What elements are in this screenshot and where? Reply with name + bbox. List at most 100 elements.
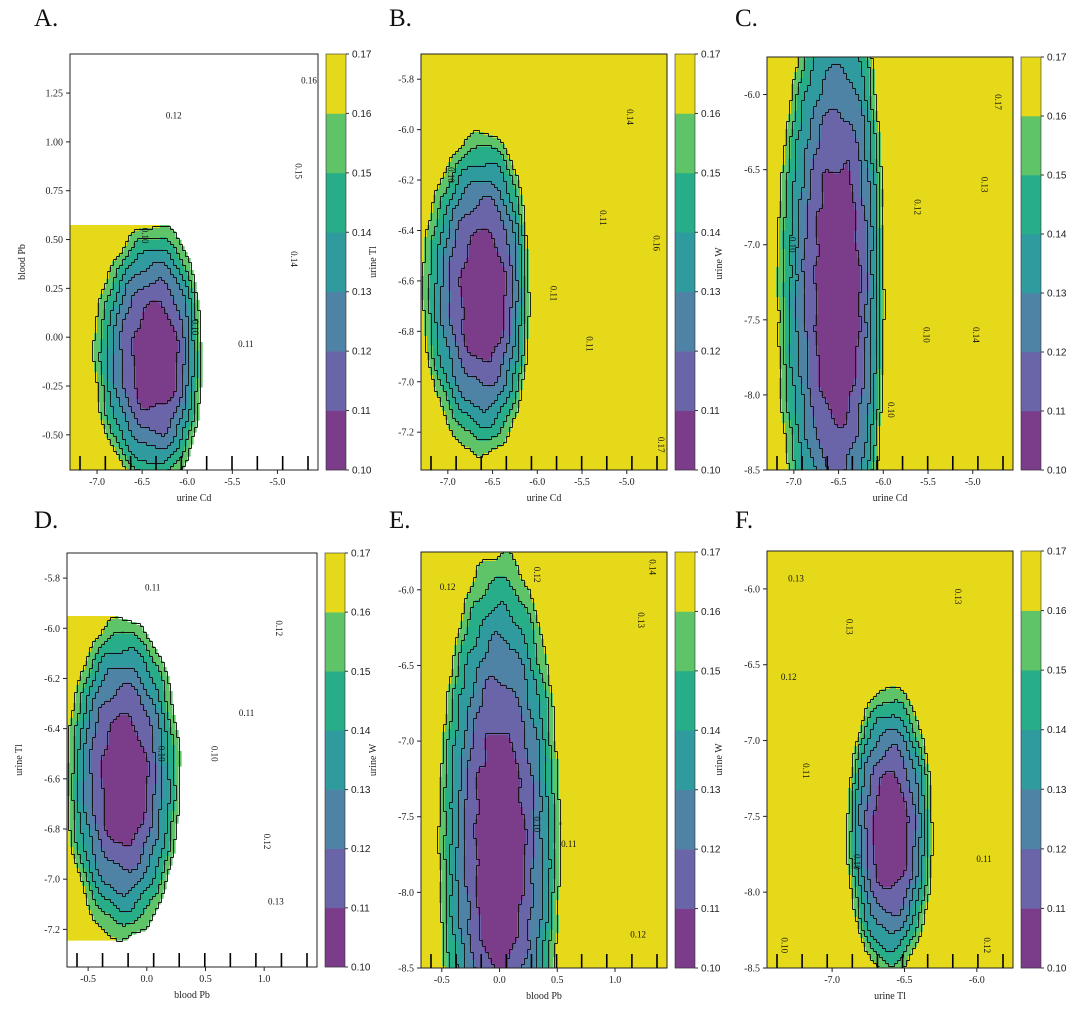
contour-cell — [472, 606, 497, 610]
contour-cell — [517, 189, 521, 193]
contour-cell — [163, 679, 170, 683]
contour-cell — [493, 198, 503, 202]
contour-cell — [124, 270, 143, 274]
contour-cell — [193, 387, 197, 391]
contour-cell — [520, 573, 667, 577]
contour-label: 0.11 — [549, 286, 559, 301]
contour-cell — [535, 609, 667, 613]
contour-cell — [448, 381, 458, 385]
contour-cell — [421, 81, 667, 85]
contour-cell — [806, 153, 816, 157]
contour-cell — [815, 261, 861, 265]
contour-cell — [857, 414, 867, 418]
contour-cell — [166, 694, 173, 698]
contour-cell — [520, 276, 527, 280]
contour-cell — [91, 871, 98, 875]
contour-cell — [442, 225, 452, 229]
contour-cell — [112, 399, 119, 403]
contour-cell — [100, 892, 119, 896]
contour-cell — [502, 141, 667, 145]
contour-cell — [160, 808, 170, 812]
contour-cell — [767, 90, 792, 94]
contour-cell — [94, 640, 107, 644]
contour-cell — [103, 330, 110, 334]
plot-frame — [766, 56, 1014, 471]
contour-cell — [767, 78, 795, 82]
contour-cell — [142, 682, 155, 686]
contour-cell — [448, 273, 461, 277]
contour-cell — [136, 258, 173, 262]
contour-cell — [499, 213, 509, 217]
contour-cell — [106, 372, 113, 376]
contour-cell — [791, 372, 801, 376]
contour-cell — [70, 450, 116, 454]
contour-cell — [421, 183, 440, 187]
contour-cell — [169, 781, 176, 785]
contour-cell — [130, 429, 152, 433]
contour-cell — [520, 345, 524, 349]
contour-cell — [67, 934, 110, 938]
contour-cell — [788, 117, 795, 121]
contour-cell — [875, 384, 879, 388]
contour-cell — [70, 814, 74, 818]
contour-cell — [788, 468, 795, 470]
contour-cell — [76, 724, 83, 728]
contour-cell — [875, 360, 882, 364]
contour-cell — [767, 381, 780, 385]
colorbar: 0.100.110.120.130.140.150.160.17 — [1020, 53, 1067, 477]
contour-cell — [109, 315, 119, 319]
contour-cell — [469, 135, 494, 139]
colorbar-tick-label: 0.14 — [352, 228, 372, 239]
contour-cell — [767, 210, 780, 214]
contour-cell — [884, 228, 1013, 232]
contour-cell — [484, 618, 512, 622]
contour-cell — [860, 96, 867, 100]
contour-cell — [166, 402, 179, 406]
contour-cell — [767, 396, 780, 400]
contour-cell — [511, 255, 518, 259]
contour-cell — [175, 808, 179, 812]
contour-cell — [860, 153, 867, 157]
contour-cell — [133, 886, 149, 890]
contour-cell — [82, 793, 92, 797]
contour-cell — [178, 339, 185, 343]
contour-cell — [806, 204, 822, 208]
contour-cell — [526, 645, 536, 649]
contour-cell — [791, 156, 798, 160]
contour-cell — [85, 850, 95, 854]
contour-cell — [73, 811, 80, 815]
contour-cell — [421, 276, 431, 280]
contour-cell — [187, 390, 194, 394]
contour-cell — [457, 633, 467, 637]
contour-cell — [538, 621, 667, 625]
contour-cell — [881, 144, 1013, 148]
contour-cell — [70, 408, 101, 412]
contour-cell — [127, 243, 134, 247]
contour-cell — [767, 138, 786, 142]
contour-cell — [124, 435, 134, 439]
contour-cell — [70, 231, 134, 235]
contour-cell — [809, 201, 825, 205]
contour-cell — [517, 201, 524, 205]
contour-cell — [103, 787, 146, 791]
contour-cell — [436, 192, 446, 196]
chart-panel-5: -0.5 0.0 0.5 1.0-8.5-8.0-7.5-7.0-6.5-6.0 0.1… — [368, 507, 721, 1002]
contour-cell — [70, 754, 74, 758]
y-tick-label: -0.50 — [42, 430, 63, 441]
contour-cell — [809, 351, 819, 355]
contour-cell — [175, 333, 185, 337]
contour-cell — [97, 652, 110, 656]
contour-cell — [872, 462, 879, 466]
contour-cell — [460, 441, 506, 445]
contour-cell — [791, 138, 798, 142]
contour-cell — [133, 339, 179, 343]
contour-cell — [875, 363, 882, 367]
contour-cell — [70, 465, 125, 469]
contour-cell — [523, 273, 530, 277]
contour-cell — [526, 312, 530, 316]
contour-cell — [779, 354, 786, 358]
contour-cell — [818, 375, 858, 379]
contour-cell — [824, 78, 849, 82]
contour-cell — [860, 324, 867, 328]
contour-cell — [130, 405, 143, 409]
